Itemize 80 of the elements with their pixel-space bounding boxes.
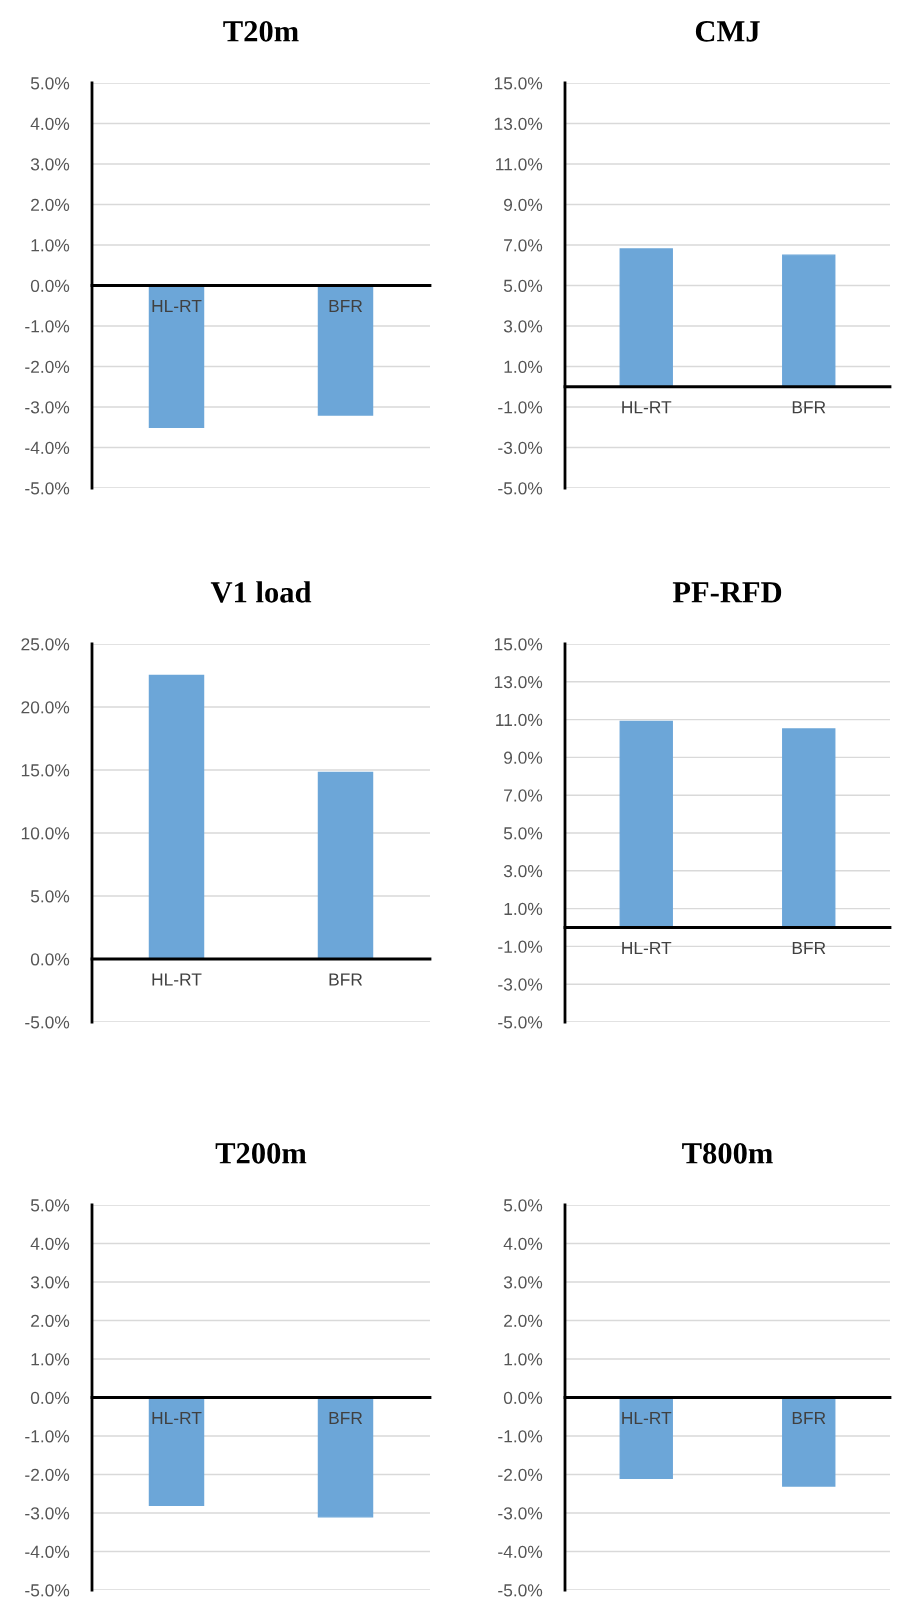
y-tick-label: 5.0%	[503, 279, 543, 292]
y-tick-label: 9.0%	[504, 751, 543, 764]
y-tick-label: -5.0%	[25, 482, 70, 495]
y-tick-label: 15.0%	[21, 764, 70, 777]
y-tick-label: 4.0%	[30, 117, 70, 130]
y-tick-label: -1.0%	[498, 401, 543, 414]
y-tick-label: -2.0%	[25, 1468, 70, 1481]
x-tick-label: HL-RT	[152, 300, 202, 312]
y-tick-label: -3.0%	[498, 441, 543, 454]
y-tick-label: -5.0%	[498, 1016, 543, 1029]
y-tick-label: 2.0%	[31, 198, 70, 211]
y-tick-label: -4.0%	[498, 1545, 543, 1558]
y-tick-label: -3.0%	[498, 1507, 543, 1520]
x-tick-label: BFR	[792, 942, 826, 954]
y-tick-label: 15.0%	[494, 77, 543, 90]
y-tick-label: 1.0%	[31, 239, 70, 252]
y-tick-label: -4.0%	[25, 441, 70, 454]
y-tick-label: 0.0%	[30, 279, 70, 292]
y-tick-label: 4.0%	[30, 1237, 70, 1250]
y-tick-label: 5.0%	[30, 1199, 70, 1212]
y-tick-label: -2.0%	[25, 360, 70, 373]
y-tick-label: 1.0%	[504, 360, 543, 373]
y-tick-label: 7.0%	[504, 239, 543, 252]
y-tick-label: 0.0%	[503, 1391, 543, 1404]
y-tick-label: 2.0%	[31, 1314, 70, 1327]
y-tick-label: -1.0%	[25, 1430, 70, 1443]
chart-title: T800m	[682, 1143, 773, 1164]
y-tick-label: -1.0%	[25, 320, 70, 333]
y-tick-label: -1.0%	[498, 940, 543, 953]
y-tick-label: -1.0%	[498, 1430, 543, 1443]
x-tick-label: BFR	[329, 973, 363, 986]
x-tick-label: BFR	[329, 300, 363, 312]
y-tick-label: -5.0%	[25, 1016, 70, 1029]
x-tick-label: HL-RT	[622, 942, 672, 954]
y-tick-label: 11.0%	[496, 158, 543, 171]
y-tick-label: 0.0%	[30, 1391, 70, 1404]
x-tick-label: BFR	[792, 1412, 826, 1424]
y-tick-label: -3.0%	[25, 401, 70, 414]
x-tick-label: HL-RT	[152, 1412, 202, 1424]
y-tick-label: 13.0%	[494, 675, 543, 689]
y-tick-label: 7.0%	[504, 789, 543, 802]
x-tick-label: HL-RT	[622, 401, 672, 414]
x-tick-label: BFR	[329, 1412, 363, 1424]
y-tick-label: 5.0%	[30, 77, 70, 90]
y-tick-label: 20.0%	[21, 701, 70, 714]
y-tick-label: 1.0%	[504, 1353, 543, 1366]
y-tick-label: 5.0%	[503, 1199, 543, 1212]
y-tick-label: 3.0%	[503, 320, 543, 333]
chart-title: T20m	[223, 21, 299, 42]
y-tick-label: 3.0%	[30, 1276, 70, 1289]
chart-title: V1 load	[210, 581, 312, 603]
y-tick-label: 5.0%	[503, 827, 543, 840]
chart-title: T200m	[215, 1143, 307, 1164]
y-tick-label: -5.0%	[25, 1584, 70, 1597]
chart-title: CMJ	[695, 21, 760, 42]
y-tick-label: 5.0%	[30, 890, 70, 903]
x-tick-label: BFR	[792, 401, 826, 414]
y-tick-label: 13.0%	[494, 117, 543, 130]
y-tick-label: -3.0%	[498, 978, 543, 991]
y-tick-label: -3.0%	[25, 1507, 70, 1520]
y-tick-label: 15.0%	[494, 638, 543, 651]
y-tick-label: 10.0%	[21, 827, 70, 840]
y-tick-label: 9.0%	[504, 198, 543, 211]
y-tick-label: 3.0%	[30, 158, 70, 171]
y-tick-label: 25.0%	[21, 638, 70, 651]
y-tick-label: -5.0%	[498, 1584, 543, 1597]
chart-title: PF-RFD	[672, 582, 782, 603]
y-tick-label: 3.0%	[503, 1276, 543, 1289]
y-tick-label: 0.0%	[30, 953, 70, 966]
y-tick-label: 2.0%	[504, 1314, 543, 1327]
y-tick-label: 4.0%	[503, 1237, 543, 1250]
y-tick-label: -5.0%	[498, 482, 543, 495]
x-tick-label: HL-RT	[622, 1412, 672, 1424]
y-tick-label: -4.0%	[25, 1545, 70, 1558]
y-tick-label: 1.0%	[31, 1353, 70, 1366]
y-tick-label: 1.0%	[504, 902, 543, 916]
x-tick-label: HL-RT	[152, 973, 202, 986]
y-tick-label: 11.0%	[496, 713, 543, 727]
y-tick-label: -2.0%	[498, 1468, 543, 1481]
y-tick-label: 3.0%	[503, 864, 543, 878]
